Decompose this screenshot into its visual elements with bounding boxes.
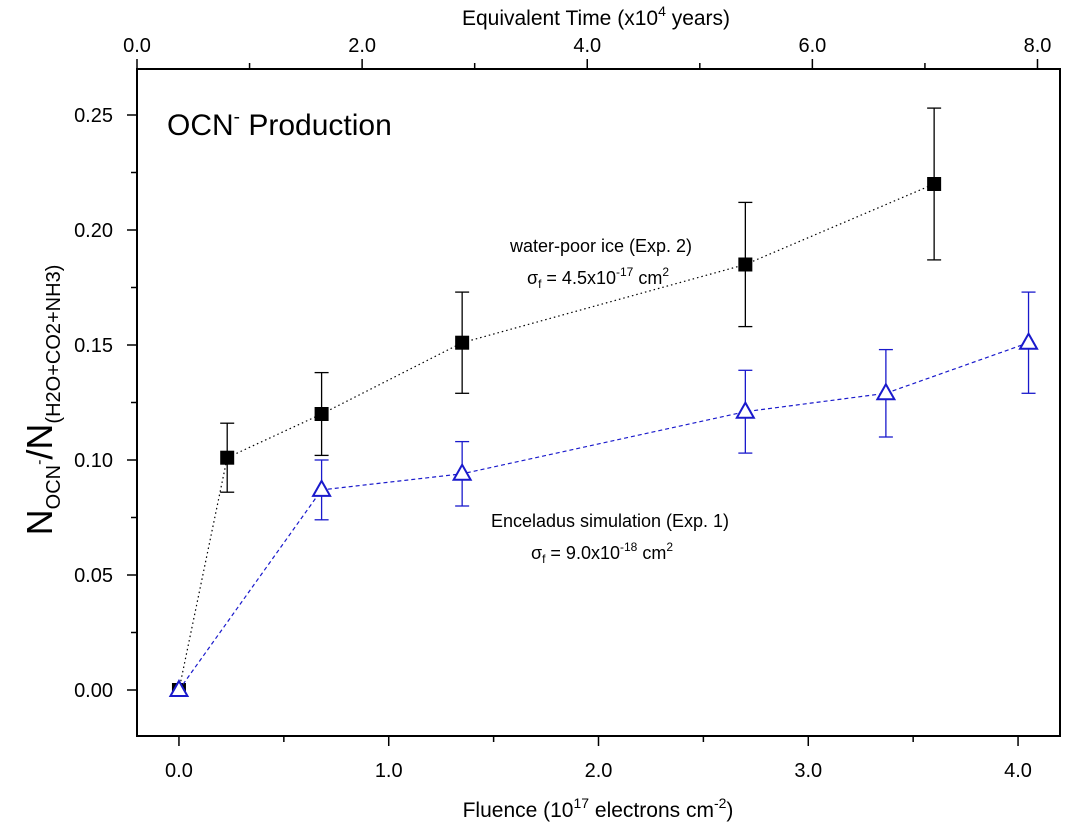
data-point <box>168 678 190 697</box>
y-tick-label: 0.25 <box>74 105 113 127</box>
x-tick-label: 1.0 <box>375 760 403 782</box>
y-tick-label: 0.20 <box>74 220 113 242</box>
annotation-water-poor: water-poor ice (Exp. 2) <box>509 236 692 256</box>
data-point <box>738 257 753 272</box>
data-point <box>875 382 897 401</box>
plot-frame <box>136 68 1061 737</box>
x-tick-label: 0.0 <box>165 760 193 782</box>
series-line <box>178 183 935 691</box>
top-tick-label: 6.0 <box>798 35 826 57</box>
data-point <box>451 462 473 481</box>
x-tick-label: 4.0 <box>1004 760 1032 782</box>
series-line <box>178 342 1029 691</box>
x-tick-label: 3.0 <box>794 760 822 782</box>
data-point <box>1018 331 1039 350</box>
annotation-water-poor-cross-section: σf = 4.5x10-17 cm2 <box>527 265 669 291</box>
annotation-enceladus-cross-section: σf = 9.0x10-18 cm2 <box>531 540 673 566</box>
x-tick-label: 2.0 <box>585 760 613 782</box>
top-axis-ticks: 0.0 2.0 4.0 6.0 8.0 <box>123 35 1051 69</box>
data-point <box>314 407 329 421</box>
annotation-enceladus: Enceladus simulation (Exp. 1) <box>491 511 729 531</box>
series-water-poor <box>171 107 942 697</box>
x-axis-ticks: 0.0 1.0 2.0 3.0 4.0 <box>165 736 1032 782</box>
y-axis-ticks: 0.00 0.05 0.10 0.15 0.20 0.25 <box>74 105 137 702</box>
data-point <box>455 335 470 350</box>
data-point <box>220 450 235 465</box>
top-tick-label: 2.0 <box>348 35 376 57</box>
y-tick-label: 0.10 <box>74 450 113 472</box>
chart-title: OCN- Production <box>167 107 392 142</box>
series-enceladus <box>168 291 1039 697</box>
data-point <box>927 177 942 191</box>
top-tick-label: 4.0 <box>573 35 601 57</box>
data-point <box>311 478 332 497</box>
top-tick-label: 8.0 <box>1024 35 1052 57</box>
top-tick-label: 0.0 <box>123 35 151 57</box>
y-tick-label: 0.00 <box>74 680 113 702</box>
data-point <box>735 400 756 419</box>
top-axis-label: Equivalent Time (x104 years) <box>462 3 730 30</box>
y-axis-label: NOCN-/N(H2O+CO2+NH3) <box>19 265 65 536</box>
x-axis-label: Fluence (1017 electrons cm-2) <box>463 795 734 822</box>
y-tick-label: 0.15 <box>74 335 113 357</box>
y-tick-label: 0.05 <box>74 565 113 587</box>
